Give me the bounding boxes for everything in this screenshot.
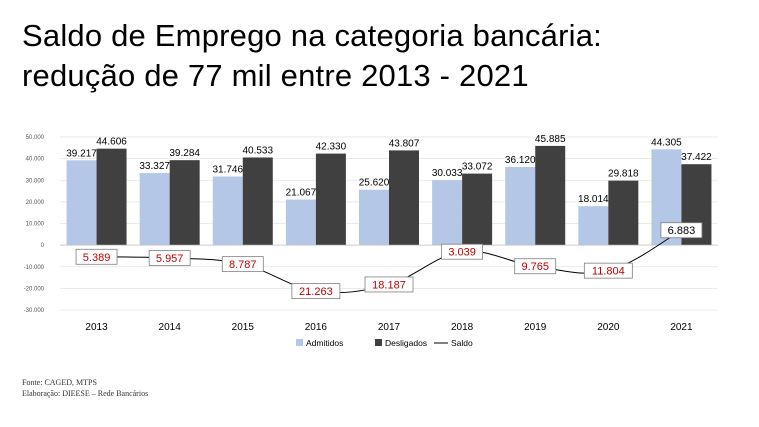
data-label-desligados: 29.818 bbox=[608, 169, 639, 180]
saldo-label-box bbox=[148, 250, 191, 266]
data-label-desligados: 33.072 bbox=[462, 162, 493, 173]
legend-swatch-admitidos bbox=[296, 339, 303, 346]
data-label-desligados: 39.284 bbox=[169, 148, 200, 159]
x-tick-label: 2017 bbox=[378, 322, 401, 333]
bar-desligados bbox=[389, 150, 419, 246]
x-tick-label: 2016 bbox=[305, 322, 328, 333]
y-tick-label: -30.000 bbox=[24, 308, 45, 314]
x-tick-label: 2014 bbox=[159, 322, 182, 333]
bar-desligados bbox=[242, 157, 273, 246]
bar-desligados bbox=[96, 148, 127, 246]
data-label-admitidos: 36.120 bbox=[505, 155, 536, 166]
legend-label-admitidos: Admitidos bbox=[306, 338, 343, 348]
bar-desligados bbox=[169, 160, 200, 246]
data-label-admitidos: 31.746 bbox=[212, 164, 243, 175]
legend-label-desligados: Desligados bbox=[385, 338, 427, 348]
data-label-desligados: 45.885 bbox=[535, 134, 566, 145]
data-label-desligados: 43.807 bbox=[389, 138, 420, 149]
saldo-data-label: 6.883 bbox=[668, 225, 696, 237]
data-label-admitidos: 21.067 bbox=[286, 188, 317, 199]
saldo-label-box bbox=[660, 222, 703, 239]
y-tick-label: 40.000 bbox=[26, 157, 45, 163]
chart-title-line-2: redução de 77 mil entre 2013 - 2021 bbox=[22, 58, 529, 93]
saldo-data-label: 21.263 bbox=[299, 286, 333, 298]
saldo-data-label: 5.389 bbox=[83, 252, 111, 264]
data-label-admitidos: 39.217 bbox=[66, 148, 97, 159]
x-tick-label: 2021 bbox=[670, 322, 693, 333]
y-tick-label: 20.000 bbox=[26, 200, 45, 206]
bar-admitidos bbox=[578, 206, 609, 246]
bar-admitidos bbox=[359, 189, 389, 246]
chart-title-line-1: Saldo de Emprego na categoria bancária: bbox=[22, 18, 602, 53]
x-tick-label: 2015 bbox=[232, 322, 255, 333]
y-tick-label: 50.000 bbox=[26, 135, 45, 141]
saldo-data-label: 5.957 bbox=[156, 253, 184, 265]
data-label-admitidos: 25.620 bbox=[359, 178, 390, 189]
y-tick-label: 0 bbox=[41, 243, 45, 249]
data-label-admitidos: 18.014 bbox=[578, 194, 609, 205]
legend-label-saldo: Saldo bbox=[451, 338, 473, 348]
bar-desligados bbox=[315, 153, 346, 246]
data-label-desligados: 40.533 bbox=[242, 145, 273, 156]
x-tick-label: 2020 bbox=[597, 322, 620, 333]
x-tick-label: 2018 bbox=[451, 322, 474, 333]
saldo-label-box bbox=[221, 256, 264, 273]
data-label-admitidos: 44.305 bbox=[651, 137, 682, 148]
data-label-desligados: 44.606 bbox=[96, 137, 127, 148]
bar-desligados bbox=[535, 145, 566, 246]
data-label-desligados: 42.330 bbox=[316, 142, 347, 153]
data-label-admitidos: 30.033 bbox=[432, 168, 463, 179]
bar-admitidos bbox=[285, 199, 316, 246]
saldo-data-label: 11.804 bbox=[592, 266, 625, 278]
y-tick-label: 10.000 bbox=[26, 222, 45, 228]
saldo-label-box bbox=[75, 248, 118, 265]
saldo-data-label: 9.765 bbox=[521, 261, 549, 273]
saldo-label-box bbox=[291, 283, 341, 300]
bar-admitidos bbox=[66, 160, 97, 246]
credit-note: Elaboração: DIEESE – Rede Bancários bbox=[22, 389, 149, 398]
saldo-data-label: 18.187 bbox=[372, 279, 406, 291]
saldo-label-box bbox=[514, 258, 557, 275]
x-tick-label: 2019 bbox=[524, 322, 547, 333]
saldo-label-box bbox=[583, 262, 633, 279]
x-tick-label: 2013 bbox=[85, 322, 108, 333]
legend-swatch-desligados bbox=[375, 339, 382, 346]
source-note: Fonte: CAGED, MTPS bbox=[22, 378, 97, 387]
bar-admitidos bbox=[505, 167, 536, 246]
y-tick-label: 30.000 bbox=[26, 178, 45, 184]
data-label-desligados: 37.422 bbox=[681, 152, 712, 163]
data-label-admitidos: 33.327 bbox=[139, 161, 170, 172]
y-tick-label: -10.000 bbox=[24, 265, 45, 271]
bar-admitidos bbox=[432, 180, 463, 246]
saldo-label-box bbox=[441, 243, 484, 260]
y-tick-label: -20.000 bbox=[24, 286, 45, 292]
saldo-data-label: 8.787 bbox=[229, 259, 257, 271]
bar-admitidos bbox=[212, 176, 243, 246]
bar-desligados bbox=[462, 173, 493, 246]
bar-desligados bbox=[608, 180, 639, 246]
saldo-label-box bbox=[364, 276, 414, 293]
bar-admitidos bbox=[139, 173, 170, 246]
saldo-data-label: 3.039 bbox=[448, 247, 476, 259]
